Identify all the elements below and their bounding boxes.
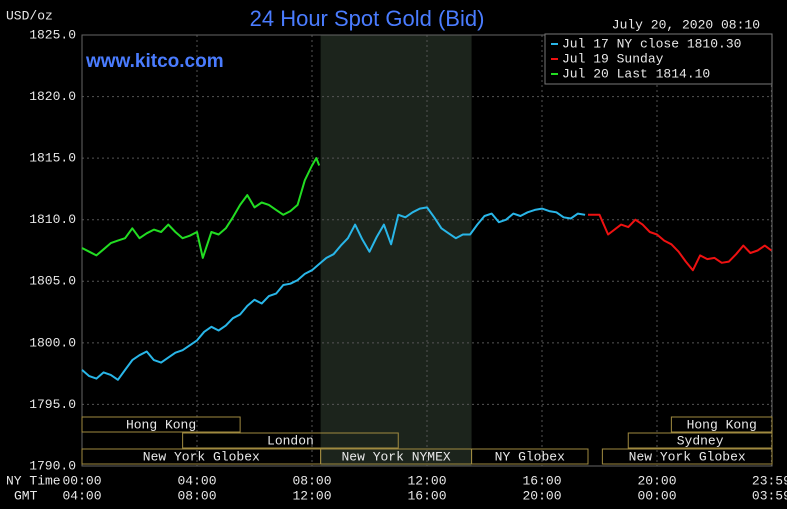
y-tick-label: 1810.0 <box>29 212 76 227</box>
legend-label: Jul 19 Sunday <box>562 51 664 66</box>
y-tick-label: 1795.0 <box>29 397 76 412</box>
x-row-label: NY Time <box>6 473 61 488</box>
legend-box <box>544 33 773 85</box>
session-box <box>471 448 589 465</box>
unit-label: USD/oz <box>6 8 53 23</box>
price-line <box>81 206 586 381</box>
website: www.kitco.com <box>85 51 224 72</box>
session-label: New York NYMEX <box>341 449 450 464</box>
x-tick-label: 20:00 <box>637 473 676 488</box>
gmt-tick-label: 08:00 <box>177 488 216 503</box>
x-row-label: GMT <box>14 488 38 503</box>
x-tick-label: 04:00 <box>177 473 216 488</box>
y-tick-label: 1820.0 <box>29 89 76 104</box>
chart-title: 24 Hour Spot Gold (Bid) <box>250 6 485 31</box>
session-box <box>601 448 773 465</box>
gmt-tick-label: 03:59 <box>752 488 787 503</box>
y-tick-label: 1825.0 <box>29 27 76 42</box>
session-box <box>81 416 241 433</box>
session-label: London <box>267 433 314 448</box>
legend-label: Jul 17 NY close 1810.30 <box>562 36 741 51</box>
x-tick-label: 12:00 <box>407 473 446 488</box>
x-tick-label: 16:00 <box>522 473 561 488</box>
price-line <box>81 157 321 259</box>
session-box <box>627 432 773 449</box>
y-tick-label: 1800.0 <box>29 335 76 350</box>
session-label: Hong Kong <box>126 417 196 432</box>
session-box <box>670 416 773 433</box>
shaded-span <box>320 35 472 466</box>
gmt-tick-label: 16:00 <box>407 488 446 503</box>
gmt-tick-label: 20:00 <box>522 488 561 503</box>
session-label: NY Globex <box>495 449 565 464</box>
session-label: New York Globex <box>143 449 260 464</box>
legend-label: Jul 20 Last 1814.10 <box>562 66 710 81</box>
gmt-tick-label: 12:00 <box>292 488 331 503</box>
session-label: Sydney <box>677 433 724 448</box>
x-tick-label: 08:00 <box>292 473 331 488</box>
session-label: Hong Kong <box>687 417 757 432</box>
plot-frame <box>81 34 773 467</box>
x-tick-label: 00:00 <box>62 473 101 488</box>
session-box <box>182 432 399 449</box>
gmt-tick-label: 00:00 <box>637 488 676 503</box>
price-line <box>588 213 772 272</box>
timestamp: July 20, 2020 08:10 <box>612 17 760 32</box>
y-tick-label: 1790.0 <box>29 458 76 473</box>
gmt-tick-label: 04:00 <box>62 488 101 503</box>
y-tick-label: 1815.0 <box>29 151 76 166</box>
y-tick-label: 1805.0 <box>29 274 76 289</box>
x-tick-label: 23:59 <box>752 473 787 488</box>
session-label: New York Globex <box>629 449 746 464</box>
